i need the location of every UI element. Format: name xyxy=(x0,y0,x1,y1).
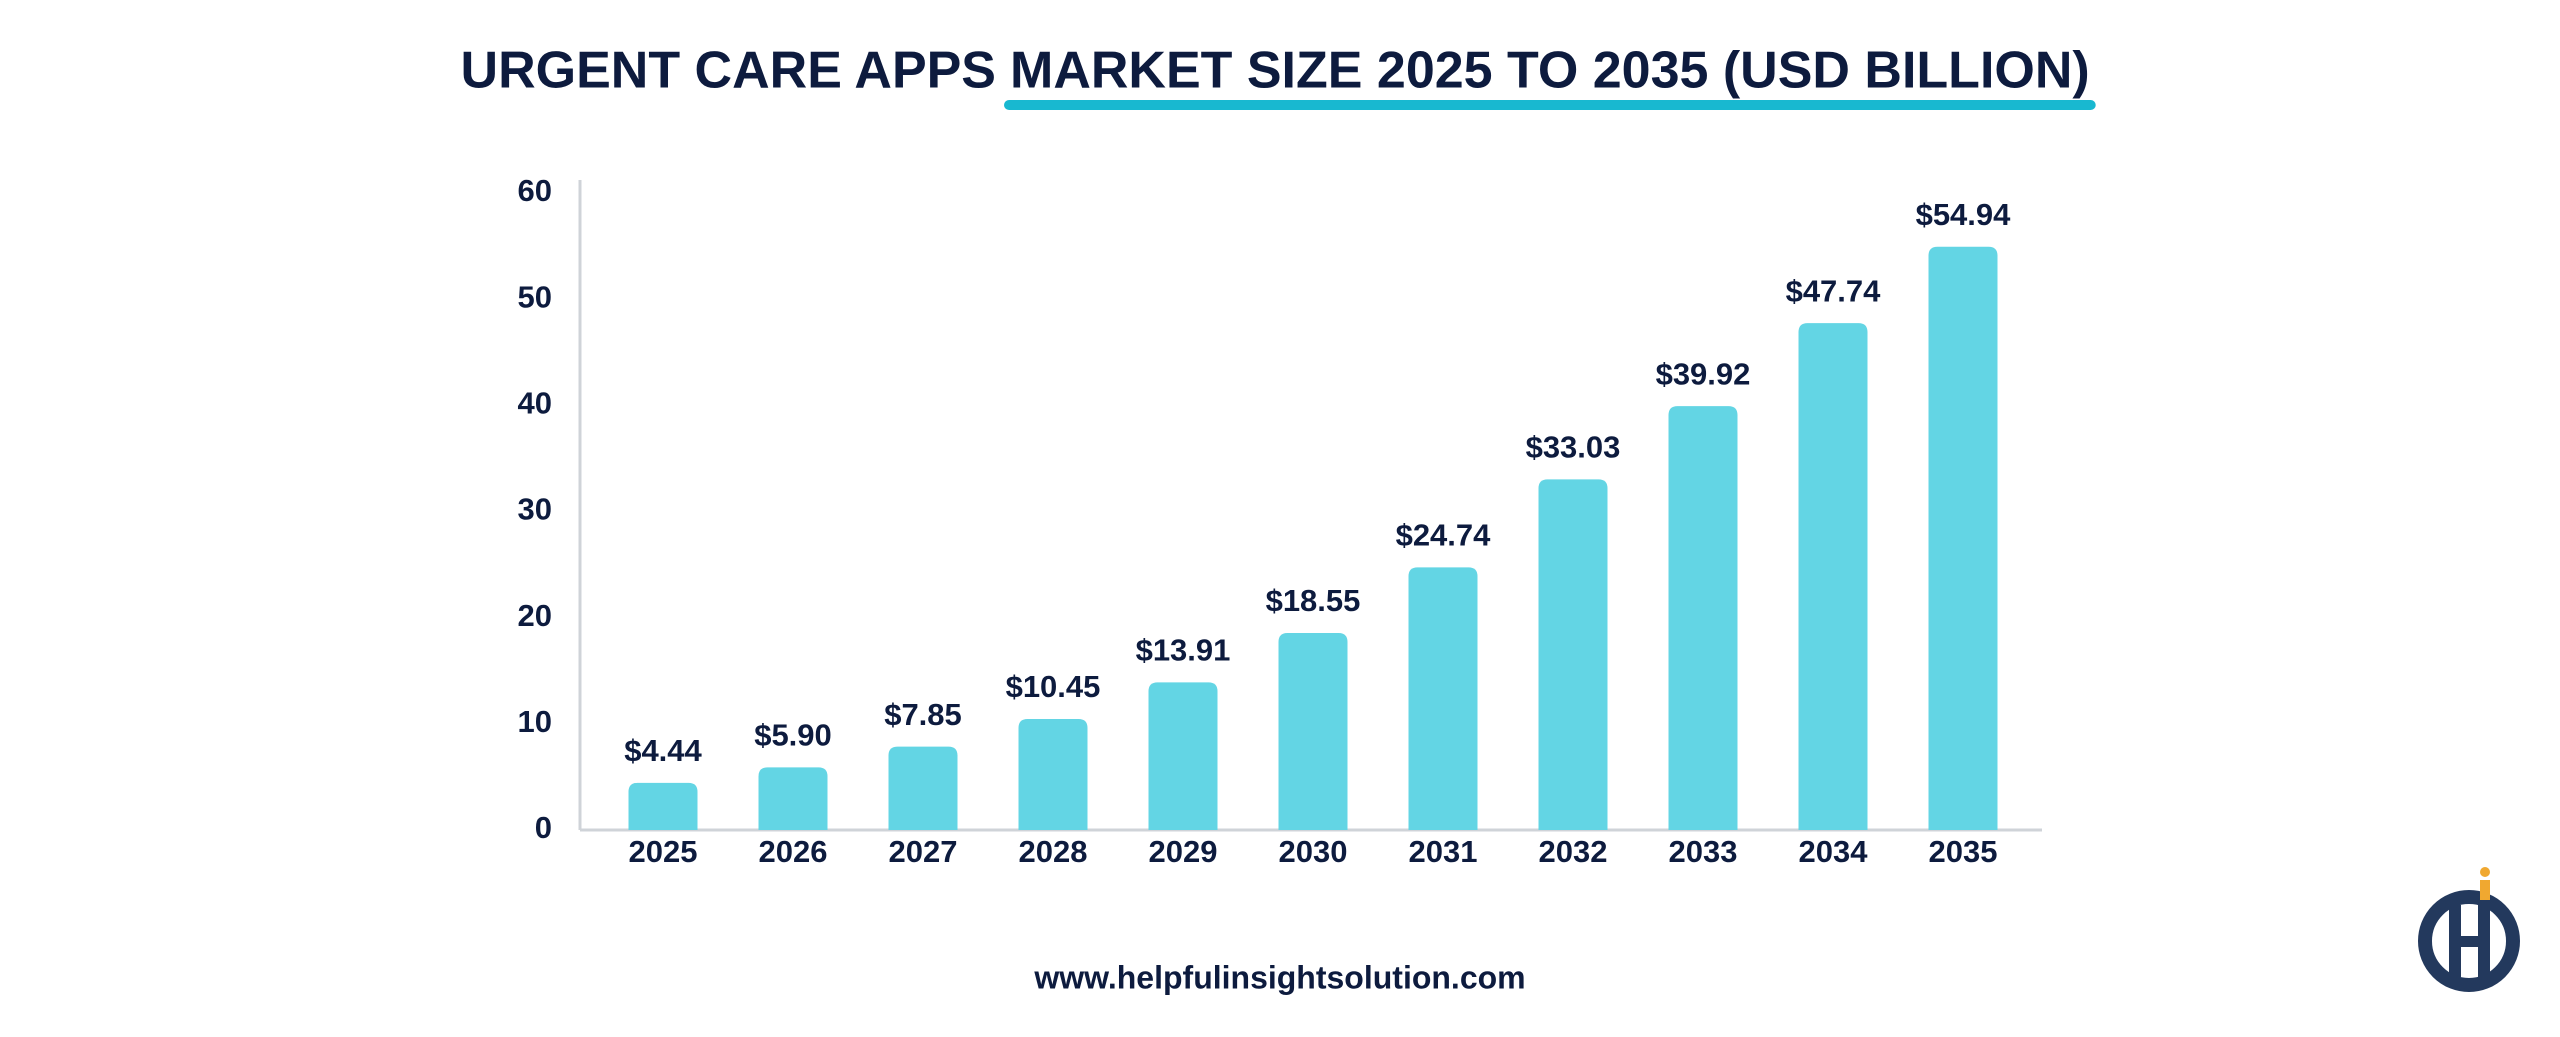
bar xyxy=(1408,567,1478,830)
y-tick-label: 10 xyxy=(518,704,552,739)
chart-title-highlight: MARKET SIZE 2025 TO 2035 (USD BILLION) xyxy=(1010,42,2090,100)
x-tick-label: 2032 xyxy=(1539,834,1608,869)
x-tick-label: 2027 xyxy=(889,834,958,869)
x-tick-label: 2025 xyxy=(629,834,698,869)
y-tick-label: 20 xyxy=(518,598,552,633)
x-tick-label: 2030 xyxy=(1279,834,1348,869)
x-tick-label: 2029 xyxy=(1149,834,1218,869)
x-tick-label: 2035 xyxy=(1929,834,1998,869)
value-label: $13.91 xyxy=(1136,633,1231,668)
value-label: $24.74 xyxy=(1396,518,1492,553)
bar xyxy=(1018,719,1088,830)
x-tick-label: 2033 xyxy=(1669,834,1738,869)
x-tick-label: 2034 xyxy=(1799,834,1869,869)
bar xyxy=(1148,682,1218,830)
bar xyxy=(1798,323,1868,830)
bar xyxy=(758,767,828,830)
y-tick-label: 50 xyxy=(518,279,552,314)
x-tick-label: 2026 xyxy=(759,834,828,869)
value-label: $54.94 xyxy=(1916,197,2012,232)
chart-title: URGENT CARE APPS xyxy=(461,42,996,100)
value-label: $5.90 xyxy=(754,718,832,753)
value-label: $39.92 xyxy=(1656,356,1751,391)
y-tick-label: 40 xyxy=(518,386,552,421)
y-tick-label: 0 xyxy=(535,810,552,845)
x-tick-label: 2031 xyxy=(1409,834,1478,869)
footer-url: www.helpfulinsightsolution.com xyxy=(1033,959,1525,995)
value-label: $7.85 xyxy=(884,697,962,732)
bar xyxy=(628,782,698,830)
value-label: $4.44 xyxy=(624,733,702,768)
bar xyxy=(1668,406,1738,830)
y-tick-label: 60 xyxy=(518,173,552,208)
title-underline xyxy=(1004,100,2096,110)
value-label: $47.74 xyxy=(1786,273,1882,308)
value-label: $18.55 xyxy=(1266,583,1361,618)
bar xyxy=(1928,246,1998,830)
logo xyxy=(2418,867,2520,992)
y-tick-label: 30 xyxy=(518,492,552,527)
bar xyxy=(1538,479,1608,830)
bar xyxy=(1278,633,1348,830)
value-label: $10.45 xyxy=(1006,669,1101,704)
x-tick-label: 2028 xyxy=(1019,834,1088,869)
value-label: $33.03 xyxy=(1526,430,1621,465)
bar xyxy=(888,746,958,830)
